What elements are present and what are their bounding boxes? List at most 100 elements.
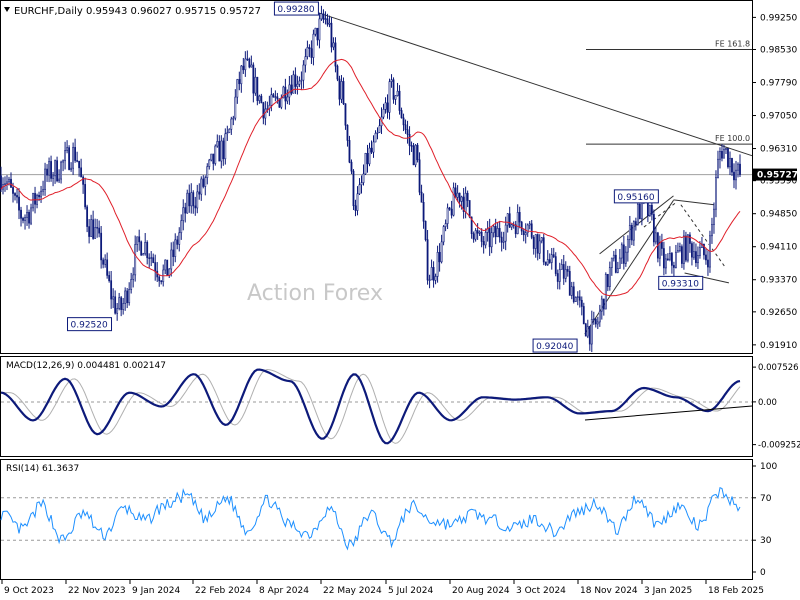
candle-body <box>368 147 371 165</box>
candle-body <box>234 96 237 119</box>
price-annotation-label: 0.92520 <box>71 321 108 331</box>
price-tick-label: 0.91910 <box>760 341 797 351</box>
candle-body <box>354 205 357 211</box>
candle-body <box>370 147 373 153</box>
candle-body <box>360 182 363 186</box>
candle-body <box>667 258 669 261</box>
candle-body <box>104 259 107 265</box>
x-tick-label: 9 Jan 2024 <box>132 586 180 596</box>
candle-body <box>180 220 183 234</box>
candle-body <box>552 254 555 257</box>
candle-body <box>230 118 233 130</box>
candle-body <box>584 323 587 337</box>
candle-body <box>252 64 255 94</box>
candle-body <box>274 96 277 98</box>
candle-body <box>616 268 619 273</box>
candle-body <box>238 79 241 85</box>
candle-body <box>294 74 297 87</box>
candle-body <box>492 226 495 234</box>
collapse-triangle-icon[interactable] <box>4 7 10 12</box>
candle-body <box>178 232 181 245</box>
candle-body <box>160 280 163 283</box>
candle-body <box>496 228 499 238</box>
candle-body <box>288 84 291 98</box>
candle-body <box>148 257 151 259</box>
candle-body <box>248 58 251 68</box>
candle-body <box>550 254 553 263</box>
candle-body <box>16 195 18 198</box>
candle-body <box>614 254 617 273</box>
candle-body <box>620 244 623 259</box>
candle-body <box>729 158 731 168</box>
candle-body <box>727 148 729 168</box>
candle-body <box>38 194 40 198</box>
macd-tick-label: -0.009252 <box>758 441 800 451</box>
candle-body <box>184 207 187 214</box>
candle-body <box>190 192 193 207</box>
candle-body <box>596 321 599 325</box>
candle-body <box>502 240 505 243</box>
candle-body <box>592 318 595 321</box>
price-y-axis: 0.99250 0.98530 0.97790 0.97050 0.96310 0.955… <box>752 13 797 351</box>
candle-body <box>90 219 93 237</box>
candle-body <box>600 298 603 312</box>
candle-body <box>270 94 273 106</box>
candle-body <box>715 177 717 210</box>
candle-body <box>296 83 299 87</box>
candle-body <box>536 234 539 254</box>
fe-level-label: FE 100.0 <box>715 134 750 143</box>
candle-body <box>130 279 133 290</box>
candle-body <box>396 90 399 96</box>
candle-body <box>292 74 295 94</box>
candle-body <box>250 64 253 68</box>
candle-body <box>314 27 317 35</box>
candle-body <box>398 90 401 111</box>
support-line <box>684 272 730 284</box>
candle-body <box>514 224 517 235</box>
candle-body <box>622 244 625 264</box>
candle-body <box>140 241 143 256</box>
candle-body <box>80 167 83 178</box>
candle-body <box>110 280 113 300</box>
candle-body <box>194 205 197 209</box>
candle-body <box>198 191 201 195</box>
candle-body <box>10 178 12 188</box>
candle-body <box>214 145 217 164</box>
candle-body <box>108 275 111 281</box>
candle-body <box>683 235 685 264</box>
candle-body <box>54 160 56 177</box>
candle-body <box>94 227 97 239</box>
candle-body <box>348 140 351 163</box>
x-tick-label: 9 Oct 2023 <box>4 586 54 596</box>
candle-body <box>662 248 665 269</box>
candle-body <box>210 153 213 161</box>
candle-body <box>134 244 137 276</box>
candle-body <box>654 232 657 243</box>
candle-body <box>430 267 433 281</box>
candle-body <box>424 220 427 240</box>
candle-body <box>166 259 169 277</box>
candle-body <box>150 257 153 259</box>
candle-body <box>232 117 235 120</box>
macd-y-axis: 0.007526 0.00 -0.009252 <box>752 363 800 451</box>
candle-body <box>224 133 227 160</box>
candle-body <box>208 159 211 167</box>
candle-body <box>62 160 64 163</box>
candle-body <box>176 239 179 245</box>
candle-body <box>484 232 487 246</box>
candle-body <box>578 296 581 301</box>
candle-body <box>0 175 2 190</box>
price-annotation-box <box>532 338 578 353</box>
price-tick-label: 0.97790 <box>760 79 797 89</box>
candle-body <box>352 170 355 207</box>
candle-body <box>452 187 455 216</box>
candle-body <box>608 267 611 287</box>
candle-body <box>618 257 621 269</box>
candle-body <box>538 240 541 254</box>
candle-body <box>402 117 405 126</box>
candle-body <box>84 184 87 208</box>
candle-body <box>374 132 377 143</box>
candle-body <box>434 276 437 281</box>
macd-header: MACD(12,26,9) 0.004481 0.002147 <box>6 361 166 371</box>
x-tick-label: 3 Oct 2024 <box>516 586 566 596</box>
